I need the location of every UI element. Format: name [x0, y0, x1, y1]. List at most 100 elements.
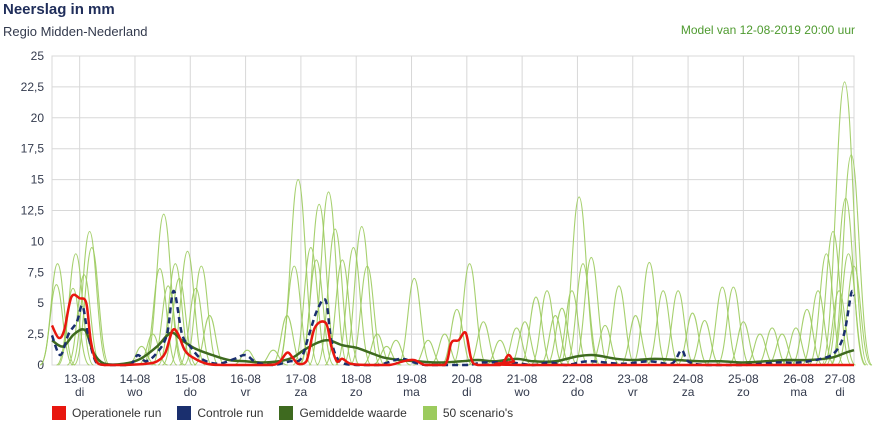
- scenario-line: [349, 265, 385, 366]
- chart-title: Neerslag in mm: [3, 1, 115, 18]
- x-tick-day: vr: [241, 385, 251, 399]
- scenario-line: [335, 247, 372, 366]
- scenario-line: [151, 285, 186, 366]
- scenario-line: [142, 268, 178, 366]
- scenario-line: [56, 287, 91, 366]
- scenario-line: [440, 308, 473, 366]
- scenario-line: [183, 265, 220, 366]
- x-tick-date: 13-08: [64, 372, 95, 386]
- scenario-line: [716, 286, 751, 366]
- legend-item-mean[interactable]: Gemiddelde waarde: [279, 406, 407, 420]
- scenario-line: [371, 345, 402, 366]
- y-tick-label: 25: [31, 49, 45, 63]
- x-tick-date: 19-08: [396, 372, 427, 386]
- x-tick-day: ma: [790, 385, 807, 399]
- scenario-line: [631, 261, 668, 366]
- x-tick-day: ma: [403, 385, 420, 399]
- scenario-line: [276, 265, 312, 366]
- scenario-line: [601, 285, 637, 366]
- x-tick-date: 21-08: [507, 372, 538, 386]
- scenario-line: [780, 327, 812, 366]
- scenario-line: [193, 315, 226, 366]
- scenario-line: [178, 287, 213, 366]
- x-tick-day: di: [462, 385, 471, 399]
- legend-swatch-control: [177, 406, 192, 420]
- y-tick-label: 7,5: [27, 265, 44, 279]
- x-tick-day: wo: [126, 385, 143, 399]
- x-tick-date: 24-08: [673, 372, 704, 386]
- scenario-line: [822, 290, 856, 366]
- scenario-line: [766, 333, 798, 366]
- scenario-line: [316, 228, 355, 366]
- scenario-line: [73, 247, 111, 366]
- legend-swatch-mean: [279, 406, 294, 420]
- scenario-line: [429, 333, 460, 366]
- y-tick-label: 17,5: [21, 142, 45, 156]
- scenario-line: [646, 290, 681, 366]
- y-tick-label: 5: [37, 296, 44, 310]
- mean-line: [51, 328, 855, 366]
- scenario-line: [451, 263, 488, 366]
- x-tick-date: 17-08: [286, 372, 317, 386]
- scenario-line: [413, 339, 444, 366]
- x-tick-day: do: [184, 385, 198, 399]
- x-tick-date: 25-08: [728, 372, 759, 386]
- x-tick-day: za: [682, 385, 695, 399]
- scenario-line: [565, 263, 601, 366]
- legend-swatch-scenarios: [422, 406, 437, 420]
- scenario-line: [661, 290, 696, 366]
- scenario-line: [70, 230, 109, 366]
- x-tick-date: 15-08: [175, 372, 206, 386]
- x-tick-day: wo: [513, 385, 530, 399]
- operational-run-line: [50, 293, 854, 367]
- legend-item-operational[interactable]: Operationele run: [52, 406, 161, 420]
- scenario-line: [559, 196, 600, 366]
- x-tick-date: 23-08: [617, 372, 648, 386]
- legend-item-scenarios[interactable]: 50 scenario's: [422, 406, 514, 420]
- x-tick-day: di: [75, 385, 84, 399]
- scenario-line: [530, 290, 564, 366]
- scenario-line: [292, 247, 330, 366]
- model-timestamp: Model van 12-08-2019 20:00 uur: [680, 23, 855, 37]
- y-tick-label: 12,5: [21, 204, 45, 218]
- scenario-line: [830, 253, 867, 366]
- scenario-line: [744, 333, 776, 366]
- scenario-line: [801, 290, 835, 366]
- x-tick-date: 18-08: [341, 372, 372, 386]
- scenario-line: [57, 253, 94, 366]
- scenario-line: [688, 319, 721, 366]
- x-tick-day: vr: [628, 385, 638, 399]
- grid-lines: [51, 55, 855, 366]
- scenario-line: [519, 296, 553, 366]
- x-tick-date: 14-08: [120, 372, 151, 386]
- legend: Operationele run Controle run Gemiddelde…: [52, 406, 529, 420]
- x-tick-day: za: [295, 385, 308, 399]
- scenario-line: [539, 315, 572, 366]
- x-tick-date: 22-08: [562, 372, 593, 386]
- y-tick-label: 22,5: [21, 80, 45, 94]
- scenario-line: [271, 315, 303, 366]
- chart-subtitle: Regio Midden-Nederland: [3, 24, 148, 39]
- scenario-line: [820, 81, 869, 366]
- scenario-line: [396, 277, 432, 366]
- scenario-line: [619, 315, 652, 366]
- y-tick-label: 10: [31, 234, 45, 248]
- x-tick-day: di: [835, 385, 844, 399]
- y-tick-label: 2,5: [27, 327, 44, 341]
- legend-label-operational: Operationele run: [72, 406, 162, 420]
- x-tick-date: 26-08: [783, 372, 814, 386]
- main-series: [50, 289, 856, 367]
- x-tick-date: 27-08: [825, 372, 856, 386]
- legend-item-control[interactable]: Controle run: [177, 406, 263, 420]
- scenario-line: [836, 265, 872, 366]
- scenario-line: [573, 256, 610, 366]
- legend-label-control: Controle run: [197, 406, 264, 420]
- legend-label-scenarios: 50 scenario's: [442, 406, 514, 420]
- scenario-line: [509, 321, 541, 366]
- scenario-line: [790, 308, 824, 366]
- x-tick-day: do: [571, 385, 585, 399]
- y-tick-label: 15: [31, 173, 45, 187]
- scenario-line: [342, 226, 381, 366]
